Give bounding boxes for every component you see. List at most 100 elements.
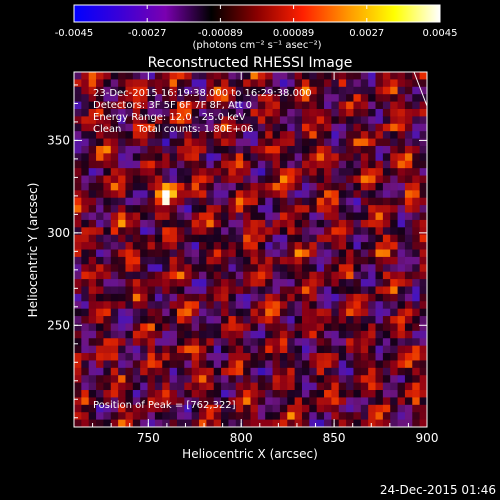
heatmap-cell [412,338,421,347]
heatmap-cell [419,264,427,273]
heatmap-cell [88,286,97,295]
heatmap-cell [88,345,97,354]
heatmap-cell [96,227,104,236]
heatmap-cell [199,353,207,361]
heatmap-cell [390,175,398,184]
heatmap-cell [331,330,340,339]
heatmap-cell [125,219,134,228]
heatmap-cell [147,360,156,369]
heatmap-cell [132,145,141,154]
heatmap-cell [382,123,391,132]
heatmap-cell [301,190,310,199]
heatmap-cell [397,397,406,406]
heatmap-cell [279,145,288,154]
heatmap-cell [221,256,229,265]
heatmap-cell [88,79,97,88]
heatmap-cell [272,197,281,206]
heatmap-cell [324,108,332,117]
heatmap-cell [235,249,244,258]
heatmap-cell [375,197,384,206]
heatmap-cell [338,234,347,243]
heatmap-cell [169,116,178,125]
heatmap-cell [250,308,259,317]
heatmap-cell [213,301,222,310]
heatmap-cell [184,360,193,369]
heatmap-cell [221,382,229,391]
heatmap-cell [154,397,163,406]
colorbar: -0.0045 -0.0027 -0.00089 0.00089 0.0027 0.004… [55,4,458,51]
heatmap-cell [412,227,421,236]
heatmap-cell [169,419,178,427]
heatmap-cell [110,145,119,154]
heatmap-cell [154,338,163,347]
heatmap-cell [360,264,369,273]
heatmap-cell [206,86,215,95]
heatmap-cell [279,108,288,117]
heatmap-cell [118,168,126,176]
heatmap-cell [301,412,310,421]
heatmap-cell [397,301,406,310]
heatmap-cell [309,212,318,221]
heatmap-cell [176,382,185,391]
heatmap-cell [331,175,340,184]
heatmap-cell [419,367,427,376]
heatmap-cell [375,316,384,324]
heatmap-cell [147,375,156,384]
heatmap-cell [147,123,156,132]
heatmap-cell [228,108,237,117]
heatmap-cell [309,160,318,169]
heatmap-cell [243,242,251,250]
heatmap-cell [162,316,170,324]
heatmap-cell [257,242,266,250]
heatmap-cell [154,94,163,102]
heatmap-cell [81,212,90,221]
heatmap-cell [390,338,398,347]
heatmap-cell [324,227,332,236]
heatmap-cell [257,219,266,228]
heatmap-cell [404,86,413,95]
heatmap-cell [272,353,281,361]
heatmap-cell [162,412,170,421]
heatmap-cell [132,397,141,406]
heatmap-cell [338,79,347,88]
heatmap-cell [346,79,354,88]
heatmap-cell [360,101,369,110]
heatmap-cell [74,353,82,361]
heatmap-cell [169,256,178,265]
heatmap-cell [147,279,156,287]
heatmap-cell [331,397,340,406]
heatmap-cell [309,330,318,339]
heatmap-cell [404,234,413,243]
heatmap-cell [199,138,207,147]
heatmap-cell [110,116,119,125]
heatmap-cell [338,256,347,265]
heatmap-cell [221,101,229,110]
heatmap-cell [316,286,325,295]
heatmap-cell [243,175,251,184]
heatmap-cell [390,382,398,391]
heatmap-cell [103,367,112,376]
heatmap-cell [206,256,215,265]
heatmap-cell [272,108,281,117]
heatmap-cell [360,123,369,132]
heatmap-cell [162,308,170,317]
heatmap-cell [235,242,244,250]
heatmap-cell [110,205,119,213]
heatmap-cell [419,234,427,243]
heatmap-cell [176,182,185,191]
heatmap-cell [191,412,200,421]
heatmap-cell [404,264,413,273]
heatmap-cell [331,293,340,302]
heatmap-cell [221,234,229,243]
heatmap-cell [74,271,82,280]
heatmap-cell [147,353,156,361]
heatmap-cell [213,175,222,184]
heatmap-cell [250,360,259,369]
heatmap-cell [235,86,244,95]
heatmap-cell [390,182,398,191]
heatmap-cell [301,353,310,361]
heatmap-cell [316,264,325,273]
heatmap-cell [331,286,340,295]
heatmap-cell [199,330,207,339]
heatmap-cell [272,256,281,265]
